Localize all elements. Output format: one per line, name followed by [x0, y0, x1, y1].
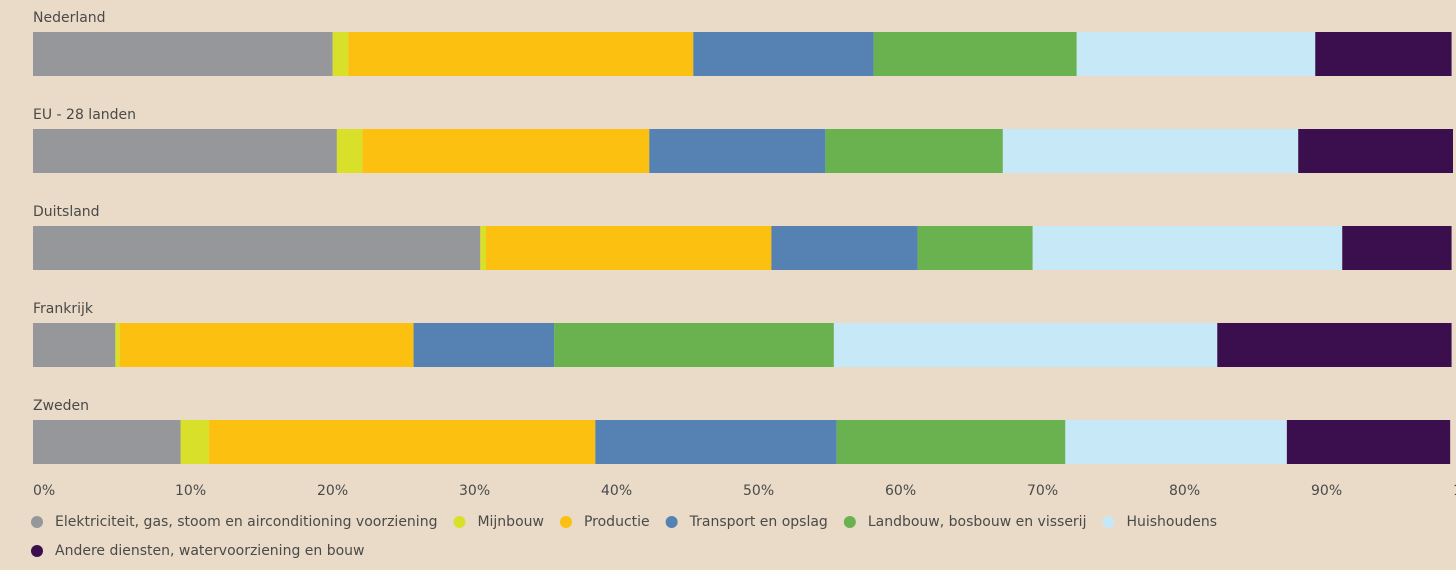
bar-segment: [180, 420, 210, 464]
bar-segment: [649, 129, 826, 173]
bar-segment: [1032, 226, 1343, 270]
bar-segment: [1065, 420, 1287, 464]
bar-segment: [336, 129, 363, 173]
x-tick-label: 80%: [1169, 483, 1200, 499]
legend-swatch: [453, 516, 466, 528]
x-tick-label: 40%: [601, 483, 632, 499]
bar-segment: [833, 323, 1218, 367]
bar-segment: [1315, 32, 1452, 76]
category-label: Frankrijk: [33, 301, 94, 317]
legend-swatch: [31, 516, 43, 528]
bar-segment: [33, 226, 481, 270]
legend-swatch: [665, 516, 678, 528]
bar-segment: [554, 323, 834, 367]
legend-label: Landbouw, bosbouw en visserij: [868, 514, 1087, 530]
bar-segment: [873, 32, 1077, 76]
legend-label: Andere diensten, watervoorziening en bou…: [55, 543, 365, 559]
x-tick-label: 60%: [885, 483, 916, 499]
x-tick-label: 20%: [317, 483, 348, 499]
bar-segment: [332, 32, 349, 76]
x-tick-label: 90%: [1311, 483, 1342, 499]
category-label: EU - 28 landen: [33, 107, 136, 123]
x-tick-label: 0%: [33, 483, 55, 499]
category-label: Duitsland: [33, 204, 100, 220]
legend-swatch: [559, 516, 572, 528]
category-label: Nederland: [33, 10, 106, 26]
bar-segment: [917, 226, 1033, 270]
x-tick-label: 100%: [1453, 483, 1456, 499]
bar-segment: [836, 420, 1066, 464]
bar-segment: [33, 420, 181, 464]
legend-swatch: [843, 516, 856, 528]
legend-swatch: [31, 545, 43, 557]
bar-segment: [771, 226, 918, 270]
bar-segment: [33, 323, 116, 367]
bar-segment: [115, 323, 120, 367]
x-tick-label: 30%: [459, 483, 490, 499]
bar-segment: [1076, 32, 1316, 76]
bar-segment: [1217, 323, 1452, 367]
bar-segment: [1298, 129, 1453, 173]
bar-segment: [33, 129, 337, 173]
legend-label: Elektriciteit, gas, stoom en airconditio…: [55, 514, 437, 530]
x-tick-label: 10%: [175, 483, 206, 499]
bar-segment: [209, 420, 596, 464]
bar-segment: [1342, 226, 1452, 270]
bar-segment: [1286, 420, 1451, 464]
x-tick-label: 50%: [743, 483, 774, 499]
bar-segment: [413, 323, 555, 367]
bar-segment: [33, 32, 333, 76]
bar-segment: [1002, 129, 1299, 173]
bar-segment: [485, 226, 772, 270]
bar-segment: [595, 420, 837, 464]
bar-segment: [825, 129, 1003, 173]
bar-segment: [480, 226, 486, 270]
bar-segment: [348, 32, 694, 76]
legend-label: Transport en opslag: [689, 514, 828, 530]
x-tick-label: 70%: [1027, 483, 1058, 499]
bar-segment: [119, 323, 414, 367]
category-label: Zweden: [33, 398, 89, 414]
bar-segment: [693, 32, 874, 76]
bar-segment: [362, 129, 650, 173]
legend-label: Huishoudens: [1126, 514, 1217, 530]
legend-label: Productie: [584, 514, 650, 530]
legend-swatch: [1102, 516, 1115, 528]
legend-label: Mijnbouw: [477, 514, 544, 530]
